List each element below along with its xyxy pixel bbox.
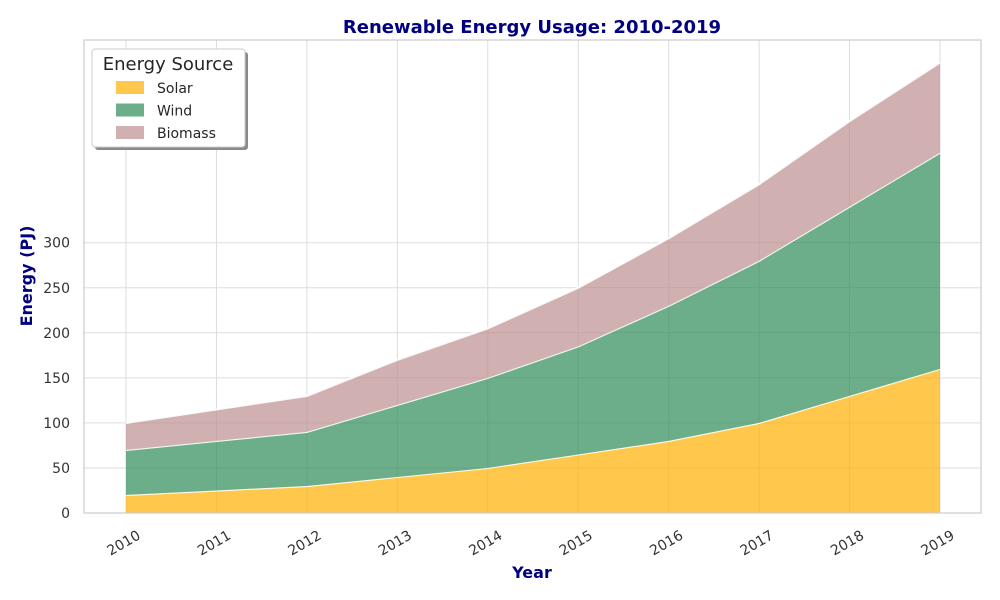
chart-title: Renewable Energy Usage: 2010-2019 — [343, 17, 721, 38]
legend: Energy Source Solar Wind Biomass — [91, 48, 248, 150]
solar-legend-swatch — [116, 81, 144, 94]
y-tick-label: 300 — [43, 236, 70, 252]
legend-title: Energy Source — [103, 54, 234, 75]
biomass-legend-label: Biomass — [157, 126, 216, 142]
y-axis-title: Energy (PJ) — [17, 226, 36, 327]
solar-area — [126, 368, 940, 513]
legend-items: Solar Wind Biomass — [116, 81, 216, 142]
y-tick-label: 100 — [43, 416, 70, 432]
y-tick-label: 250 — [43, 281, 70, 297]
x-tick-label: 2014 — [466, 528, 505, 560]
biomass-legend-swatch — [116, 126, 144, 139]
x-tick-label: 2018 — [828, 528, 867, 560]
y-tick-label: 50 — [52, 461, 70, 477]
x-tick-label: 2015 — [557, 528, 596, 560]
y-tick-label: 150 — [43, 371, 70, 387]
biomass-area-edge — [125, 61, 941, 424]
x-tick-label: 2011 — [195, 528, 234, 560]
area-series-group — [125, 61, 941, 513]
x-tick-label: 2017 — [738, 528, 777, 560]
x-axis-title: Year — [511, 563, 552, 582]
y-tick-labels: 0 50 100 150 200 250 300 — [43, 236, 70, 522]
legend-box — [91, 48, 246, 148]
x-tick-label: 2010 — [105, 528, 144, 560]
wind-legend-swatch — [116, 103, 144, 117]
y-tick-label: 200 — [43, 326, 70, 342]
wind-legend-label: Wind — [157, 104, 192, 120]
x-tick-labels: 2010 2011 2012 2013 2014 2015 2016 2017 2018 2019 — [105, 528, 958, 560]
plot-frame — [83, 39, 982, 514]
x-tick-label: 2013 — [376, 528, 415, 560]
wind-area — [126, 152, 940, 495]
y-tick-label: 0 — [61, 506, 70, 522]
x-tick-label: 2012 — [285, 528, 324, 560]
x-tick-label: 2016 — [647, 528, 686, 560]
x-tick-label: 2019 — [919, 528, 958, 560]
solar-legend-label: Solar — [157, 81, 193, 97]
